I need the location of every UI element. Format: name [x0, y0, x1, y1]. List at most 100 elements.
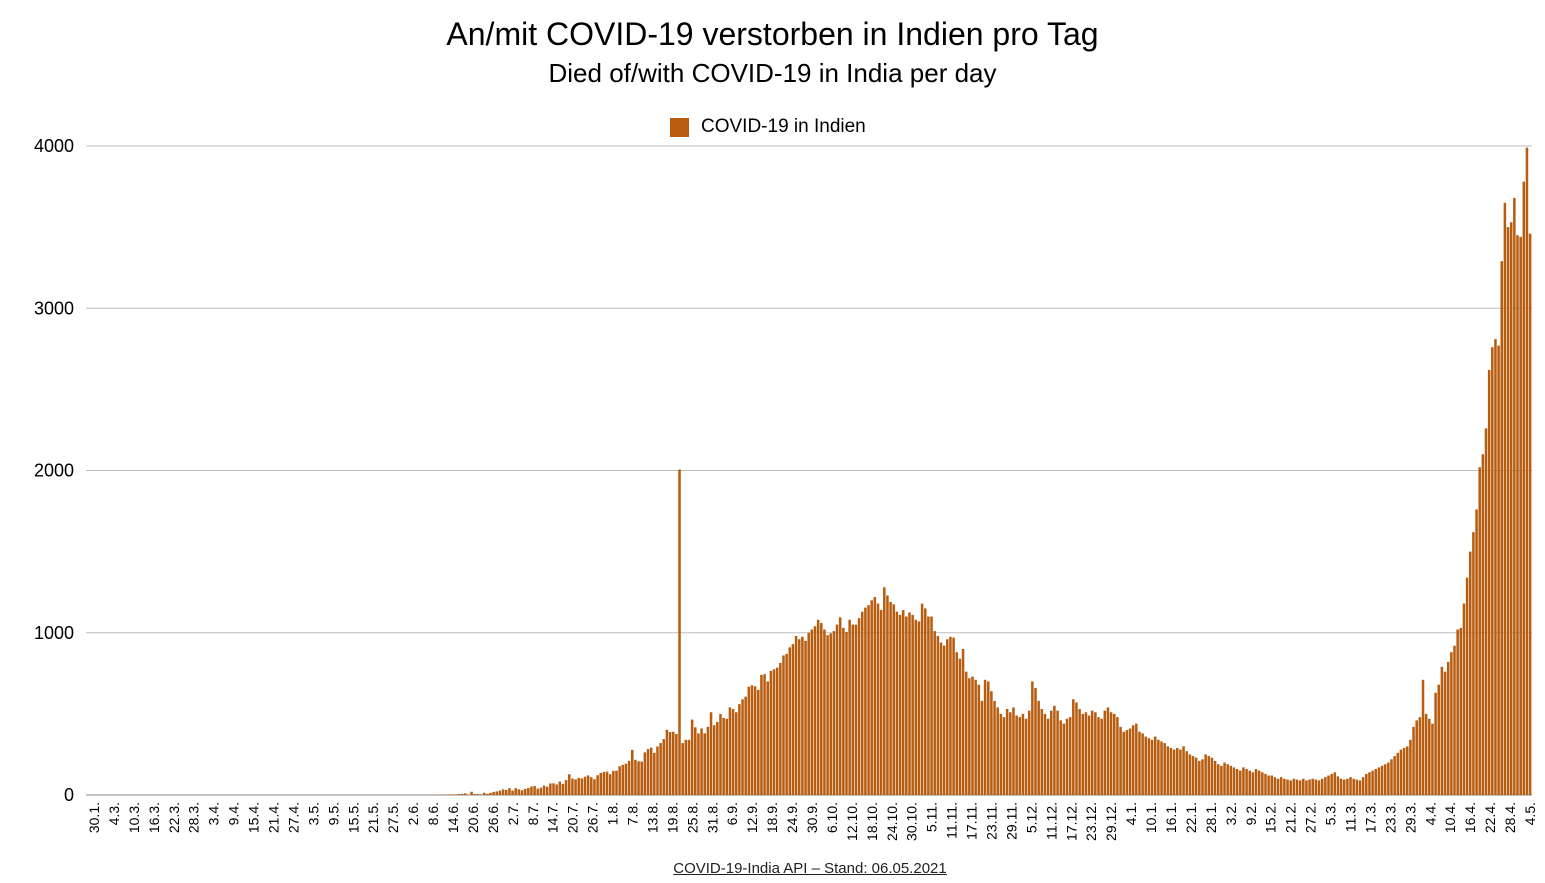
bar	[1009, 712, 1012, 795]
x-tick-label: 18.10.	[864, 802, 880, 841]
bar	[457, 794, 461, 795]
bar	[974, 679, 977, 795]
y-tick-label: 2000	[34, 461, 74, 481]
x-tick-label: 28.3.	[186, 802, 202, 833]
bar	[1188, 754, 1192, 795]
bar	[448, 794, 451, 795]
bar	[1100, 718, 1103, 795]
y-tick-label: 0	[64, 785, 74, 805]
bar	[662, 739, 666, 795]
bar	[791, 644, 795, 795]
bar	[470, 791, 473, 795]
bar	[1223, 762, 1226, 795]
bar	[1005, 709, 1009, 795]
bar	[1182, 746, 1185, 795]
bar	[464, 793, 467, 795]
bar	[1333, 772, 1337, 795]
chart-title: An/mit COVID-19 verstorben in Indien pro…	[446, 16, 1099, 52]
bar	[703, 733, 706, 795]
bar	[631, 749, 634, 795]
bar	[1087, 715, 1091, 795]
x-tick-label: 29.12.	[1103, 802, 1119, 841]
bar	[757, 689, 760, 795]
bar	[649, 747, 653, 795]
bar	[1437, 684, 1441, 795]
bar	[1311, 778, 1314, 795]
bar	[1503, 202, 1507, 796]
bar	[1078, 709, 1081, 795]
x-tick-label: 16.1.	[1163, 802, 1179, 833]
bar	[577, 777, 580, 795]
bar	[1361, 777, 1365, 795]
x-tick-label: 22.3.	[166, 802, 182, 833]
bar	[668, 732, 672, 795]
bar	[873, 597, 877, 795]
bar	[684, 739, 688, 795]
source-note[interactable]: COVID-19-India API – Stand: 06.05.2021	[673, 860, 947, 877]
bar	[555, 784, 558, 795]
bar	[1283, 778, 1286, 795]
bar	[842, 627, 845, 795]
bar	[1264, 773, 1267, 795]
x-tick-label: 10.3.	[126, 802, 142, 833]
bar	[867, 605, 870, 795]
bar	[788, 647, 792, 795]
bar	[1456, 629, 1459, 795]
bar	[486, 793, 489, 795]
bar	[624, 763, 628, 795]
legend-swatch	[670, 117, 689, 137]
bar	[665, 729, 669, 795]
bar	[602, 771, 606, 795]
bar	[719, 713, 722, 796]
x-tick-label: 26.6.	[485, 802, 501, 833]
bar	[1289, 780, 1292, 795]
y-tick-label: 3000	[34, 298, 74, 318]
bar	[1037, 700, 1040, 795]
bar	[580, 778, 584, 795]
bar	[1081, 713, 1085, 796]
x-tick-label: 21.2.	[1283, 802, 1299, 833]
x-tick-label: 22.4.	[1482, 802, 1498, 833]
bar	[725, 718, 729, 795]
bar	[738, 704, 741, 795]
x-tick-label: 7.8.	[625, 802, 641, 825]
x-tick-label: 2.7.	[505, 802, 521, 825]
bar	[813, 626, 817, 795]
x-tick-label: 24.10.	[884, 802, 900, 841]
bar	[1358, 780, 1362, 795]
bar	[558, 781, 562, 795]
bar	[1519, 236, 1522, 796]
bar	[1484, 428, 1488, 795]
bar	[678, 469, 681, 795]
bar	[766, 681, 769, 795]
x-tick-label: 3.5.	[305, 802, 321, 825]
bar	[690, 719, 694, 795]
x-tick-label: 30.1.	[86, 802, 102, 833]
bar	[1446, 661, 1450, 795]
bar	[832, 631, 836, 795]
x-tick-label: 10.1.	[1143, 802, 1159, 833]
x-tick-label: 15.4.	[246, 802, 262, 833]
bar	[1084, 712, 1088, 795]
bar	[1443, 671, 1447, 795]
bar	[1352, 778, 1355, 795]
bar	[1368, 772, 1371, 795]
bar	[1487, 369, 1491, 795]
bar	[1421, 679, 1425, 795]
bar	[1371, 770, 1374, 795]
bar	[1440, 666, 1444, 795]
bar	[460, 793, 464, 795]
bar	[599, 772, 603, 795]
x-tick-label: 20.6.	[465, 802, 481, 833]
bar	[504, 789, 508, 795]
bar	[1050, 710, 1053, 795]
bar	[908, 612, 911, 795]
chart-subtitle: Died of/with COVID-19 in India per day	[548, 58, 997, 88]
bar	[716, 721, 719, 795]
bar	[914, 619, 918, 795]
bar	[1399, 749, 1403, 795]
x-tick-label: 5.3.	[1323, 802, 1339, 825]
bar	[829, 633, 832, 795]
bar	[1176, 747, 1179, 795]
bar	[1116, 717, 1119, 795]
